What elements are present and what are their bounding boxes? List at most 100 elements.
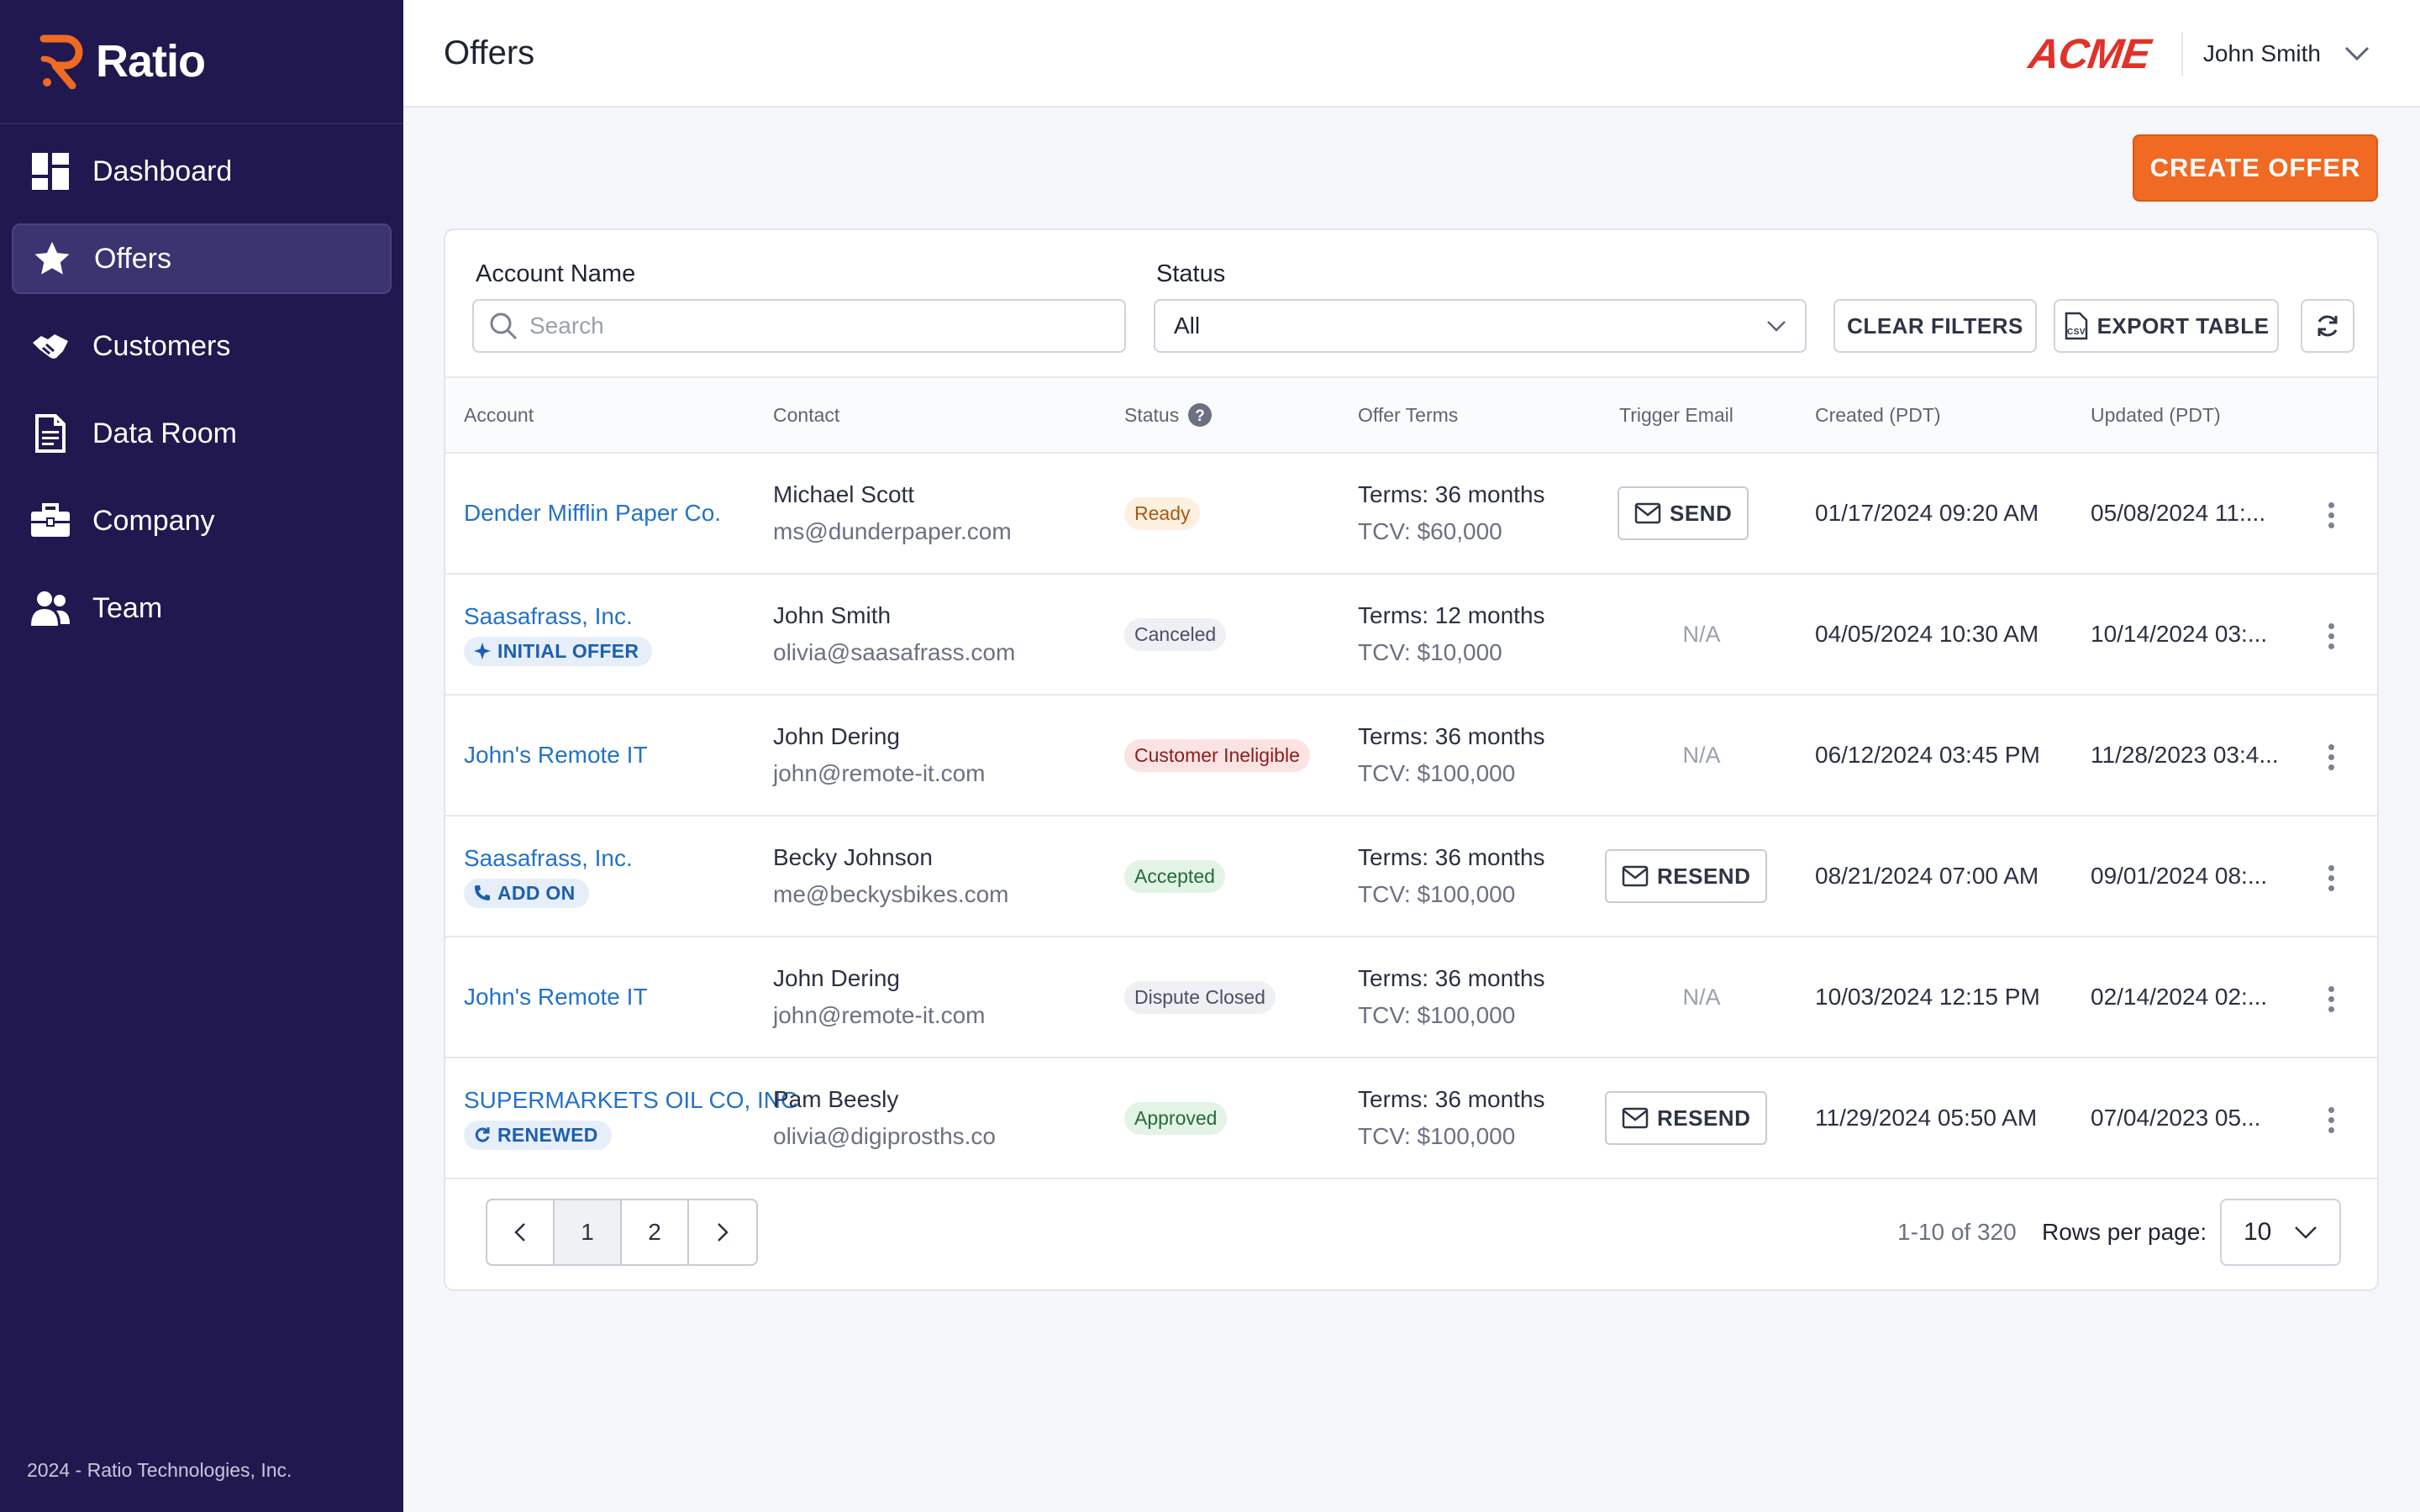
contact-email: john@remote-it.com [773, 1002, 986, 1028]
updated-date: 05/08/2024 11:... [2091, 500, 2266, 526]
sidebar-item-label: Dashboard [92, 155, 233, 187]
column-header-offer-terms[interactable]: Offer Terms [1358, 403, 1459, 426]
table-row[interactable]: Saasafrass, Inc. INITIAL OFFER John Smit… [445, 575, 2377, 696]
account-link[interactable]: John's Remote IT [464, 742, 648, 768]
team-icon [30, 588, 71, 628]
row-menu-icon[interactable] [2328, 865, 2335, 895]
create-offer-button[interactable]: CREATE OFFER [2133, 134, 2378, 202]
chevron-down-icon [2295, 1226, 2317, 1239]
account-link[interactable]: Dender Mifflin Paper Co. [464, 500, 722, 526]
resend-email-button[interactable]: RESEND [1605, 849, 1768, 903]
export-table-label: EXPORT TABLE [2096, 312, 2270, 339]
offer-tcv: TCV: $60,000 [1358, 518, 1502, 544]
offer-type-tag: ADD ON [464, 878, 589, 908]
contact-email: ms@dunderpaper.com [773, 518, 1012, 544]
page-title: Offers [444, 34, 535, 71]
sidebar-item-company[interactable]: Company [12, 486, 392, 556]
filter-bar: Account Name Status All CLEAR FILTERS CS… [445, 230, 2377, 378]
table-header: Account Contact Status ? Offer Terms Tri… [445, 378, 2377, 454]
contact-email: john@remote-it.com [773, 760, 986, 786]
tag-label: INITIAL OFFER [497, 639, 639, 662]
created-date: 06/12/2024 03:45 PM [1815, 742, 2040, 768]
row-menu-icon[interactable] [2328, 502, 2335, 533]
sidebar-item-customers[interactable]: Customers [12, 311, 392, 381]
row-menu-icon[interactable] [2328, 986, 2335, 1016]
updated-date: 07/04/2023 05... [2091, 1105, 2261, 1131]
search-input[interactable] [529, 312, 1034, 339]
offer-terms: Terms: 36 months [1358, 844, 1545, 870]
clear-filters-button[interactable]: CLEAR FILTERS [1833, 299, 2037, 353]
row-menu-icon[interactable] [2328, 1107, 2335, 1137]
app-name: Ratio [96, 36, 206, 87]
sidebar-item-data-room[interactable]: Data Room [12, 398, 392, 469]
offer-terms: Terms: 36 months [1358, 481, 1545, 507]
row-menu-icon[interactable] [2328, 623, 2335, 654]
offer-tcv: TCV: $100,000 [1358, 1123, 1516, 1149]
status-badge: Approved [1124, 1101, 1228, 1135]
column-header-status[interactable]: Status ? [1124, 402, 1213, 428]
contact-email: me@beckysbikes.com [773, 881, 1009, 907]
status-badge: Accepted [1124, 859, 1225, 893]
created-date: 10/03/2024 12:15 PM [1815, 984, 2040, 1010]
status-label: Status [1156, 260, 1226, 287]
app-logo[interactable]: Ratio [0, 0, 403, 124]
trigger-na: N/A [1682, 621, 1721, 647]
created-date: 01/17/2024 09:20 AM [1815, 500, 2039, 526]
account-link[interactable]: SUPERMARKETS OIL CO, INC [464, 1086, 798, 1113]
account-link[interactable]: Saasafrass, Inc. [464, 844, 633, 871]
column-header-created[interactable]: Created (PDT) [1815, 403, 1941, 426]
table-row[interactable]: John's Remote IT John Dering john@remote-… [445, 696, 2377, 816]
send-email-button[interactable]: SEND [1618, 486, 1749, 540]
column-header-trigger-email[interactable]: Trigger Email [1619, 403, 1733, 426]
csv-file-icon: CSV [2065, 312, 2087, 340]
page-1-button[interactable]: 1 [555, 1200, 622, 1264]
status-badge: Ready [1124, 496, 1201, 530]
offer-type-tag: INITIAL OFFER [464, 636, 653, 666]
sidebar-item-label: Data Room [92, 417, 237, 449]
contact-email: olivia@saasafrass.com [773, 639, 1016, 665]
sidebar-item-offers[interactable]: Offers [12, 223, 392, 294]
prev-page-button[interactable] [487, 1200, 555, 1264]
table-row[interactable]: John's Remote IT John Dering john@remote-… [445, 937, 2377, 1058]
sidebar-item-team[interactable]: Team [12, 573, 392, 643]
chevron-down-icon[interactable] [2344, 46, 2370, 61]
account-link[interactable]: John's Remote IT [464, 984, 648, 1010]
top-header: Offers ACME John Smith [403, 0, 2420, 108]
sidebar-item-dashboard[interactable]: Dashboard [12, 136, 392, 207]
chevron-right-icon [718, 1223, 729, 1242]
column-header-updated[interactable]: Updated (PDT) [2091, 403, 2221, 426]
trigger-na: N/A [1682, 742, 1721, 768]
table-row[interactable]: SUPERMARKETS OIL CO, INC RENEWED Pam Bee… [445, 1058, 2377, 1179]
dashboard-icon [30, 151, 71, 192]
offer-tcv: TCV: $100,000 [1358, 881, 1516, 907]
trigger-label: RESEND [1657, 863, 1751, 889]
column-header-contact[interactable]: Contact [773, 403, 840, 426]
sidebar-item-label: Offers [94, 242, 171, 275]
ratio-logo-icon [39, 34, 83, 89]
user-name[interactable]: John Smith [2202, 40, 2321, 66]
sidebar-footer: 2024 - Ratio Technologies, Inc. [27, 1459, 292, 1481]
export-table-button[interactable]: CSV EXPORT TABLE [2054, 299, 2279, 353]
rows-per-page-select[interactable]: 10 [2220, 1199, 2341, 1266]
page-2-button[interactable]: 2 [622, 1200, 689, 1264]
next-page-button[interactable] [689, 1200, 756, 1264]
refresh-button[interactable] [2301, 299, 2354, 353]
updated-date: 09/01/2024 08:... [2091, 863, 2268, 889]
status-badge: Dispute Closed [1124, 980, 1276, 1014]
column-header-account[interactable]: Account [464, 403, 534, 426]
table-row[interactable]: Saasafrass, Inc. ADD ON Becky Johnson me@… [445, 816, 2377, 937]
sparkle-icon [474, 643, 491, 659]
status-select[interactable]: All [1154, 299, 1807, 353]
updated-date: 02/14/2024 02:... [2091, 984, 2268, 1010]
table-row[interactable]: Dender Mifflin Paper Co. Michael Scott ms… [445, 454, 2377, 575]
sidebar-item-label: Customers [92, 329, 231, 362]
row-menu-icon[interactable] [2328, 744, 2335, 774]
search-field[interactable] [472, 299, 1126, 353]
status-badge: Canceled [1124, 617, 1227, 651]
document-icon [30, 413, 71, 454]
account-link[interactable]: Saasafrass, Inc. [464, 602, 633, 629]
sidebar-nav: Dashboard Offers Customers Data Room Com… [0, 124, 403, 643]
help-icon[interactable]: ? [1187, 402, 1213, 428]
sidebar: Ratio Dashboard Offers Customers Data Ro… [0, 0, 403, 1512]
resend-email-button[interactable]: RESEND [1605, 1091, 1768, 1145]
